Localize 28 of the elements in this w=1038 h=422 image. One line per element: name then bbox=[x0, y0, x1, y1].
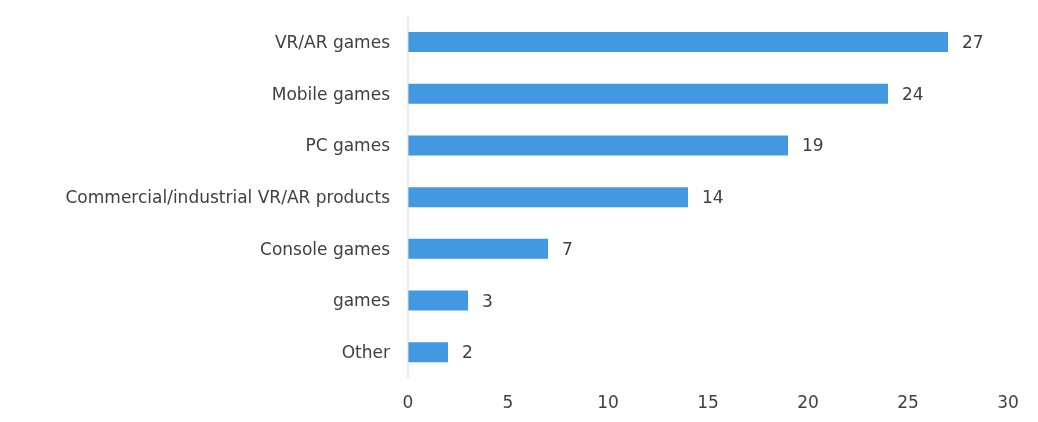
data-label: 19 bbox=[802, 135, 824, 156]
data-label: 7 bbox=[562, 238, 573, 259]
bar bbox=[408, 32, 948, 52]
bar bbox=[408, 290, 468, 311]
x-tick-label: 30 bbox=[997, 392, 1019, 413]
bar bbox=[408, 135, 788, 156]
y-tick-label: PC games bbox=[305, 135, 391, 156]
bar bbox=[408, 342, 448, 363]
bar bbox=[408, 187, 688, 208]
x-tick-label: 10 bbox=[597, 392, 619, 413]
data-label: 24 bbox=[902, 83, 924, 104]
x-tick-label: 5 bbox=[502, 392, 514, 413]
x-tick-label: 25 bbox=[897, 392, 919, 413]
y-tick-label: games bbox=[332, 290, 391, 311]
x-tick-label: 20 bbox=[797, 392, 819, 413]
bar bbox=[408, 83, 888, 104]
y-tick-label: Mobile games bbox=[271, 83, 391, 104]
data-label: 14 bbox=[702, 187, 724, 208]
data-label: 2 bbox=[462, 342, 473, 363]
y-tick-label: Other bbox=[341, 342, 390, 363]
bar bbox=[408, 238, 548, 259]
y-tick-label: Commercial/industrial VR/AR products bbox=[65, 187, 391, 208]
x-tick-label: 0 bbox=[402, 392, 414, 413]
data-label: 3 bbox=[482, 290, 493, 311]
y-tick-label: Console games bbox=[260, 238, 391, 259]
data-label: 27 bbox=[962, 32, 984, 53]
y-tick-label: VR/AR games bbox=[274, 31, 391, 52]
x-tick-label: 15 bbox=[697, 392, 719, 413]
